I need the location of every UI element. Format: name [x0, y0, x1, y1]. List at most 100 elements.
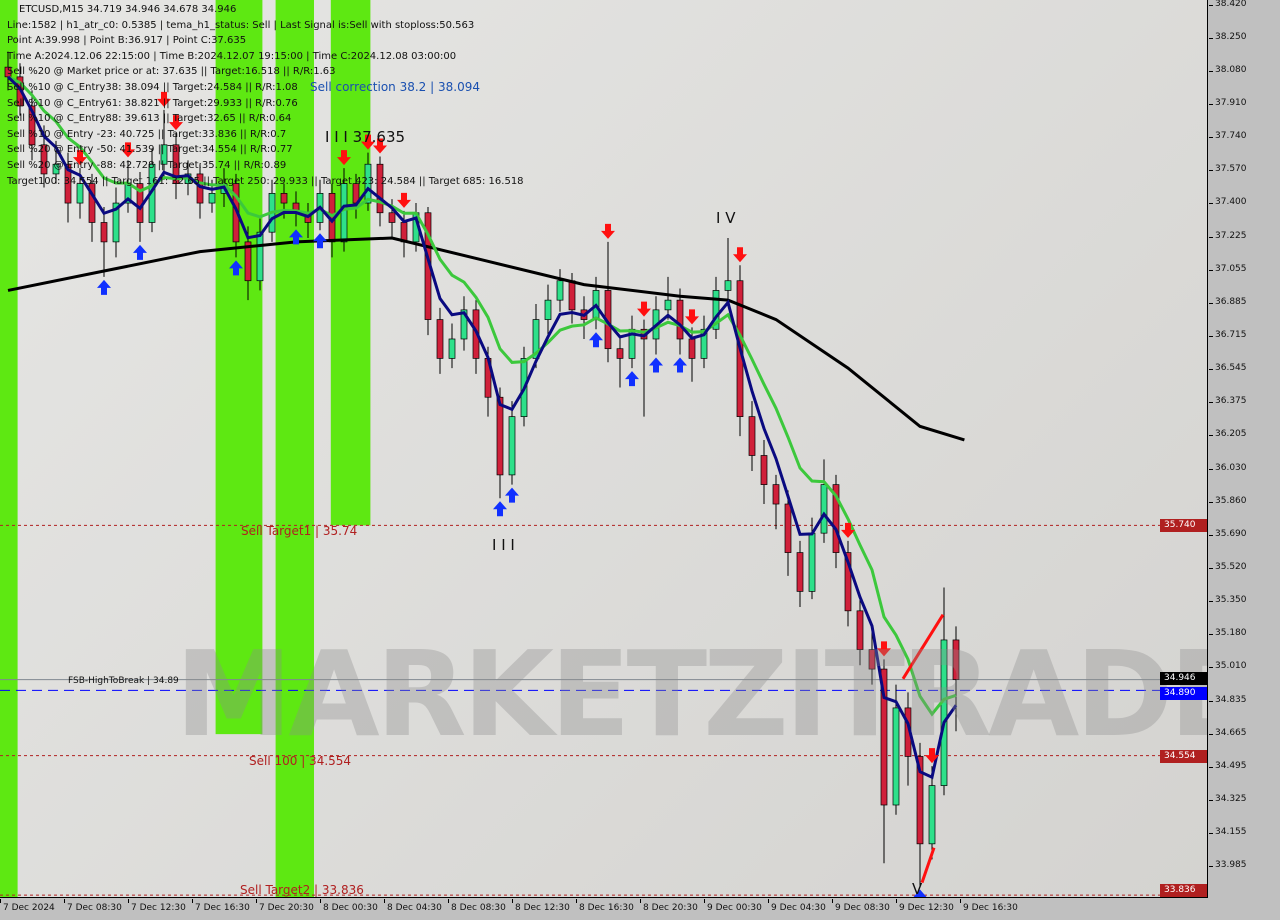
info-line: Sell %20 @ Entry -88: 42.728 || Target:3…	[7, 159, 287, 171]
buy-arrow-icon	[913, 889, 927, 897]
candle-body	[376, 163, 384, 214]
candle-body	[808, 532, 816, 592]
candle-body	[76, 183, 84, 204]
sell-arrow-icon	[841, 522, 855, 538]
info-line: Sell %20 @ Market price or at: 37.635 ||…	[7, 66, 336, 78]
info-line: Sell %10 @ C_Entry38: 38.094 || Target:2…	[7, 81, 298, 93]
candle-body	[616, 348, 624, 359]
candle	[748, 401, 756, 472]
buy-arrow-icon	[313, 233, 327, 249]
candle-body	[64, 163, 72, 204]
sell-arrow-icon	[73, 150, 87, 166]
candle-body	[88, 183, 96, 223]
time-tick: 7 Dec 12:30	[128, 899, 186, 913]
signal-zone	[275, 0, 314, 897]
candle	[112, 187, 120, 258]
buy-arrow-icon	[505, 487, 519, 503]
candle	[28, 90, 36, 161]
candle-body	[796, 552, 804, 592]
candle	[892, 684, 900, 815]
wave-4-label: I V	[716, 209, 736, 227]
buy-arrow-icon	[289, 229, 303, 245]
wave-3-label: I I I	[492, 536, 515, 554]
price-tick: 37.910	[1209, 98, 1247, 109]
signal-zone	[0, 0, 18, 897]
candle-body	[748, 416, 756, 456]
time-tick: 9 Dec 12:30	[896, 899, 954, 913]
candle	[376, 156, 384, 227]
candle	[724, 238, 732, 301]
candle-body	[364, 163, 372, 204]
time-tick: 9 Dec 16:30	[960, 899, 1018, 913]
candle	[712, 276, 720, 339]
time-tick: 8 Dec 16:30	[576, 899, 634, 913]
price-tick: 35.180	[1209, 628, 1247, 639]
sell-arrow-icon	[169, 115, 183, 131]
info-panel: ETCUSD,M15 34.719 34.946 34.678 34.946 L…	[7, 2, 524, 189]
candle	[928, 766, 936, 860]
price-tick: 35.350	[1209, 595, 1247, 606]
price-badge: 34.946	[1160, 671, 1207, 685]
sell-arrow-icon	[925, 748, 939, 764]
price-badge: 35.740	[1160, 519, 1207, 533]
time-tick: 8 Dec 00:30	[320, 899, 378, 913]
chart-plot-area[interactable]: MARKETZITRADE ETCUSD,M15 34.719 34.946 3…	[0, 0, 1208, 898]
buy-arrow-icon	[649, 357, 663, 373]
time-tick: 9 Dec 00:30	[704, 899, 762, 913]
candle	[424, 206, 432, 336]
candle	[700, 315, 708, 369]
candle-body	[568, 280, 576, 311]
buy-arrow-icon	[589, 332, 603, 348]
candle	[628, 315, 636, 369]
time-tick: 8 Dec 08:30	[448, 899, 506, 913]
candle	[820, 459, 828, 543]
candle	[664, 276, 672, 320]
buy-arrow-icon	[229, 260, 243, 276]
price-tick: 35.520	[1209, 562, 1247, 573]
time-tick: 7 Dec 2024	[0, 899, 55, 913]
candle-body	[784, 503, 792, 553]
info-line: Time A:2024.12.06 22:15:00 | Time B:2024…	[7, 50, 457, 62]
candle-body	[448, 338, 456, 359]
price-tick: 35.690	[1209, 529, 1247, 540]
time-tick: 9 Dec 04:30	[768, 899, 826, 913]
candle-body	[556, 280, 564, 301]
price-badge: 34.554	[1160, 749, 1207, 763]
candle	[172, 133, 180, 200]
candle	[844, 540, 852, 627]
candle-body	[508, 416, 516, 476]
candle-body	[844, 552, 852, 612]
candle-body	[496, 396, 504, 476]
candle-body	[676, 299, 684, 340]
candle-body	[700, 328, 708, 359]
candle	[448, 323, 456, 369]
candle	[508, 401, 516, 485]
price-tick: 35.010	[1209, 661, 1247, 672]
price-tick: 34.835	[1209, 695, 1247, 706]
price-axis[interactable]: 38.420 38.250 38.080 37.910 37.740 37.570 37.4…	[1209, 0, 1280, 898]
candle-body	[460, 309, 468, 340]
candle	[556, 269, 564, 312]
info-line: Sell %20 @ Entry -50: 41.539 || Target:3…	[7, 144, 293, 156]
info-line: Point A:39.998 | Point B:36.917 | Point …	[7, 35, 247, 47]
price-tick: 34.325	[1209, 794, 1247, 805]
price-tick: 38.080	[1209, 65, 1247, 76]
candle-body	[388, 212, 396, 223]
price-tick: 33.985	[1209, 860, 1247, 871]
candle-body	[952, 639, 960, 680]
wave-3-top-label: I I I 37.635	[325, 128, 406, 146]
signal-zone	[215, 0, 263, 735]
candle-body	[880, 668, 888, 806]
candle	[64, 152, 72, 223]
time-axis[interactable]: 7 Dec 2024 7 Dec 08:30 7 Dec 12:30 7 Dec 16…	[0, 899, 1209, 920]
trend-line	[920, 847, 936, 884]
price-tick: 37.740	[1209, 131, 1247, 142]
sell-arrow-icon	[685, 309, 699, 325]
candle	[832, 474, 840, 569]
price-tick: 38.420	[1209, 0, 1247, 9]
candle-body	[712, 290, 720, 330]
candle	[868, 630, 876, 685]
info-line: Sell %10 @ C_Entry88: 39.613 || Target:3…	[7, 113, 292, 125]
buy-arrow-icon	[673, 357, 687, 373]
candle-body	[172, 144, 180, 184]
